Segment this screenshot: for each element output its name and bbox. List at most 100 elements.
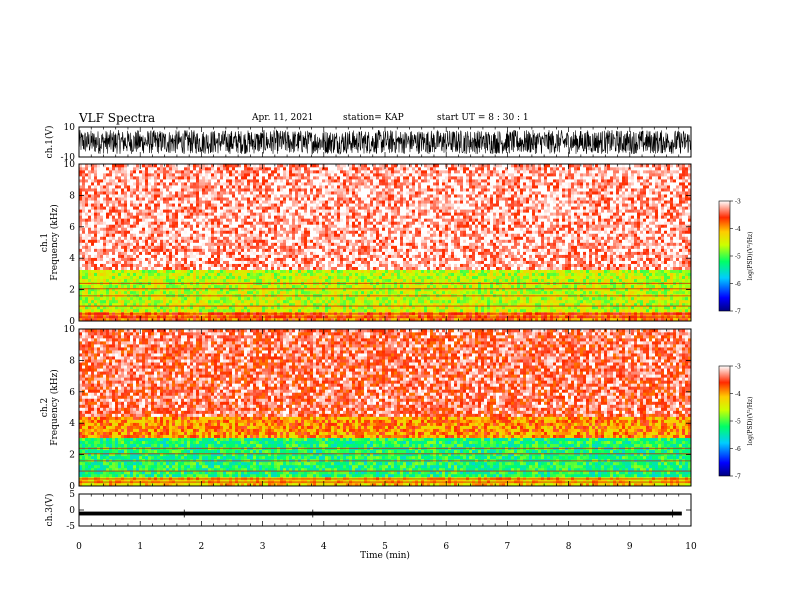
ch1-spectrogram-cell <box>592 276 595 279</box>
ch1-spectrogram-cell <box>550 255 553 258</box>
ch1-spectrogram-cell <box>166 255 169 258</box>
ch1-spectrogram-cell <box>643 285 646 288</box>
ch1-spectrogram-cell <box>553 258 556 261</box>
ch1-spectrogram-cell <box>589 261 592 264</box>
ch1-spectrogram-cell <box>172 291 175 294</box>
ch1-spectrogram-cell <box>355 276 358 279</box>
ch1-spectrogram-cell <box>145 279 148 282</box>
ch1-spectrogram-cell <box>553 285 556 288</box>
ch1-spectrogram-cell <box>670 276 673 279</box>
ch1-spectrogram-cell <box>244 258 247 261</box>
ch1-spectrogram-cell <box>661 300 664 303</box>
ch1-spectrogram-cell <box>304 270 307 273</box>
ch1-spectrogram-cell <box>112 288 115 291</box>
ch1-spectrogram-cell <box>328 261 331 264</box>
ch1-spectrogram-cell <box>241 279 244 282</box>
ch1-spectrogram-cell <box>253 273 256 276</box>
ch1-spectrogram-cell <box>274 300 277 303</box>
ch1-spectrogram-cell <box>328 264 331 267</box>
ch1-spectrogram-cell <box>268 309 271 312</box>
ch1-spectrogram-cell <box>106 300 109 303</box>
ch1-spectrogram-cell <box>667 252 670 255</box>
ch1-spectrogram-cell <box>616 264 619 267</box>
ch1-spectrogram-cell <box>142 261 145 264</box>
ch1-spectrogram-cell <box>616 255 619 258</box>
ch1-spectrogram-cell <box>685 276 688 279</box>
ch1-spectrogram-cell <box>214 267 217 270</box>
ch1-spectrogram-cell <box>334 291 337 294</box>
ch1-spectrogram-cell <box>607 285 610 288</box>
ch1-spectrogram-cell <box>451 288 454 291</box>
ch1-spectrogram-cell <box>136 270 139 273</box>
ch1-spectrogram-cell <box>181 273 184 276</box>
ch1-spectrogram-cell <box>577 261 580 264</box>
ch1-spectrogram-cell <box>622 267 625 270</box>
ch1-spectrogram-cell <box>115 285 118 288</box>
ch1-spectrogram-cell <box>418 273 421 276</box>
ch1-spectrogram-cell <box>628 273 631 276</box>
ch1-spectrogram-cell <box>634 279 637 282</box>
ch1-spectrogram-cell <box>568 273 571 276</box>
ch1-spectrogram-cell <box>355 291 358 294</box>
ch1-spectrogram-cell <box>217 297 220 300</box>
ch1-spectrogram-cell <box>292 249 295 252</box>
ch1-spectrogram-cell <box>124 279 127 282</box>
ch1-spectrogram-cell <box>349 276 352 279</box>
ch1-spectrogram-cell <box>268 273 271 276</box>
ch1-spectrogram-cell <box>676 255 679 258</box>
ch1-spectrogram-cell <box>547 300 550 303</box>
ch1-spectrogram-cell <box>160 297 163 300</box>
ch1-spectrogram-cell <box>484 297 487 300</box>
ch1-spectrogram-cell <box>271 315 274 318</box>
ch1-spectrogram-cell <box>376 297 379 300</box>
ch1-spectrogram-cell <box>502 261 505 264</box>
ch1-spectrogram-cell <box>505 264 508 267</box>
ch1-spectrogram-cell <box>535 309 538 312</box>
ch1-spectrogram-cell <box>337 255 340 258</box>
ch1-spectrogram-cell <box>175 309 178 312</box>
ch1-spectrogram-cell <box>415 300 418 303</box>
ch1-spectrogram-cell <box>223 309 226 312</box>
ch1-spectrogram-cell <box>298 300 301 303</box>
ch1-spectrogram-cell <box>382 297 385 300</box>
ch1-spectrogram-cell <box>595 273 598 276</box>
ch1-spectrogram-cell <box>508 273 511 276</box>
ch1-spectrogram-cell <box>151 309 154 312</box>
ch1-spectrogram-cell <box>316 264 319 267</box>
ch1-spectrogram-cell <box>352 258 355 261</box>
ch1-spectrogram-cell <box>562 267 565 270</box>
ch1-spectrogram-cell <box>109 288 112 291</box>
ch1-spectrogram-cell <box>310 252 313 255</box>
ch1-spectrogram-cell <box>397 276 400 279</box>
ch1-spectrogram-cell <box>154 300 157 303</box>
ch1-spectrogram-cell <box>433 309 436 312</box>
ch1-spectrogram-cell <box>622 249 625 252</box>
ch1-spectrogram-cell <box>241 297 244 300</box>
ch1-spectrogram-cell <box>526 261 529 264</box>
ch1-spectrogram-cell <box>127 252 130 255</box>
ch1-spectrogram-cell <box>358 285 361 288</box>
ch1-spectrogram-cell <box>541 288 544 291</box>
ch1-spectrogram-cell <box>400 252 403 255</box>
ch1-spectrogram-cell <box>142 309 145 312</box>
ch1-spectrogram-cell <box>523 258 526 261</box>
ch1-spectrogram-cell <box>214 270 217 273</box>
ch1-spectrogram-cell <box>592 300 595 303</box>
ch1-spectrogram-cell <box>475 279 478 282</box>
ch1-spectrogram-cell <box>682 285 685 288</box>
ch1-spectrogram-cell <box>601 255 604 258</box>
ch1-spectrogram-cell <box>595 315 598 318</box>
ch1-spectrogram-cell <box>172 276 175 279</box>
ch1-spectrogram-cell <box>667 264 670 267</box>
ch1-spectrogram-cell <box>271 273 274 276</box>
ch1-spectrogram-cell <box>289 288 292 291</box>
ch1-spectrogram-cell <box>88 264 91 267</box>
ch1-spectrogram-cell <box>379 249 382 252</box>
ch1-spectrogram-cell <box>646 261 649 264</box>
ch1-spectrogram-cell <box>190 297 193 300</box>
ch1-spectrogram-cell <box>583 261 586 264</box>
ch1-spectrogram-cell <box>415 309 418 312</box>
ch1-spectrogram-cell <box>544 267 547 270</box>
ch1-spectrogram-cell <box>196 288 199 291</box>
ch1-spectrogram-cell <box>466 267 469 270</box>
